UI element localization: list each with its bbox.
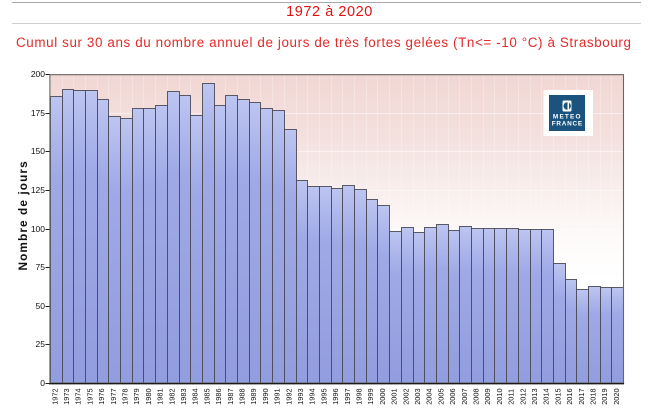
svg-text:1978: 1978	[121, 388, 130, 404]
svg-text:25: 25	[36, 339, 46, 349]
svg-text:2001: 2001	[390, 388, 399, 404]
svg-text:1983: 1983	[179, 388, 188, 404]
svg-text:1977: 1977	[109, 388, 118, 404]
svg-text:2000: 2000	[378, 388, 387, 404]
svg-text:1982: 1982	[167, 388, 176, 404]
svg-text:2008: 2008	[472, 388, 481, 404]
svg-text:1981: 1981	[156, 388, 165, 404]
svg-text:0: 0	[40, 378, 45, 388]
svg-text:2013: 2013	[530, 388, 539, 404]
svg-text:1996: 1996	[331, 388, 340, 404]
svg-text:2016: 2016	[565, 388, 574, 404]
svg-text:2003: 2003	[413, 388, 422, 404]
svg-text:2007: 2007	[460, 388, 469, 404]
svg-text:1974: 1974	[74, 388, 83, 404]
svg-text:2015: 2015	[553, 388, 562, 404]
svg-text:1992: 1992	[284, 388, 293, 404]
svg-text:1987: 1987	[226, 388, 235, 404]
svg-text:FRANCE: FRANCE	[552, 121, 583, 128]
svg-text:2017: 2017	[577, 388, 586, 404]
svg-text:1979: 1979	[132, 388, 141, 404]
svg-text:1972: 1972	[50, 388, 59, 404]
svg-text:1993: 1993	[296, 388, 305, 404]
svg-text:1990: 1990	[261, 388, 270, 404]
svg-text:2014: 2014	[542, 388, 551, 404]
svg-text:2011: 2011	[507, 389, 516, 405]
svg-text:METEO: METEO	[553, 114, 582, 121]
svg-text:150: 150	[31, 146, 45, 156]
svg-text:1988: 1988	[238, 388, 247, 404]
svg-text:200: 200	[31, 69, 45, 79]
svg-text:1985: 1985	[202, 388, 211, 404]
svg-text:2002: 2002	[401, 388, 410, 404]
svg-text:1973: 1973	[62, 388, 71, 404]
svg-text:1997: 1997	[343, 388, 352, 404]
svg-text:2009: 2009	[483, 388, 492, 404]
svg-text:1991: 1991	[273, 388, 282, 404]
svg-text:1986: 1986	[214, 388, 223, 404]
svg-text:2006: 2006	[448, 388, 457, 404]
svg-text:Nombre de jours: Nombre de jours	[16, 160, 30, 270]
svg-text:75: 75	[36, 262, 46, 272]
svg-text:2004: 2004	[425, 388, 434, 404]
svg-text:2018: 2018	[589, 388, 598, 404]
svg-text:100: 100	[31, 224, 45, 234]
svg-text:175: 175	[31, 108, 45, 118]
svg-text:1976: 1976	[97, 388, 106, 404]
svg-text:1999: 1999	[366, 388, 375, 404]
svg-text:2010: 2010	[495, 388, 504, 404]
svg-text:2005: 2005	[436, 388, 445, 404]
svg-text:125: 125	[31, 185, 45, 195]
svg-text:1975: 1975	[85, 388, 94, 404]
svg-text:1980: 1980	[144, 388, 153, 404]
svg-text:1984: 1984	[191, 388, 200, 404]
svg-text:50: 50	[36, 301, 46, 311]
svg-text:1994: 1994	[308, 388, 317, 404]
svg-text:1989: 1989	[249, 388, 258, 404]
svg-text:2019: 2019	[600, 388, 609, 404]
svg-text:1998: 1998	[355, 388, 364, 404]
svg-text:2020: 2020	[612, 388, 621, 404]
svg-text:2012: 2012	[518, 388, 527, 404]
svg-text:1995: 1995	[319, 388, 328, 404]
